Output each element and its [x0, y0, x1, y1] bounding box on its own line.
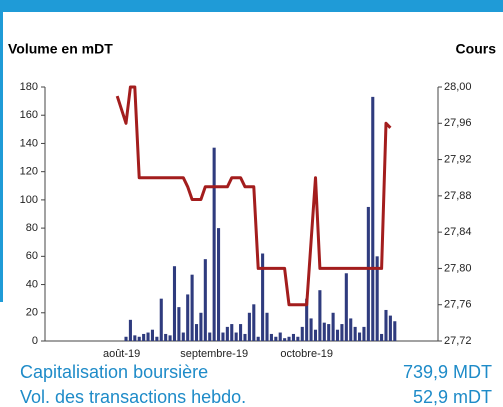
- summary-label: Capitalisation boursière: [20, 362, 208, 382]
- price-line: [115, 85, 392, 307]
- bar: [261, 253, 265, 341]
- y-tick-label: 20: [26, 307, 38, 319]
- y-tick-label: 120: [20, 166, 38, 178]
- bar: [384, 309, 388, 341]
- bar: [393, 321, 397, 341]
- bar: [212, 147, 216, 341]
- y-tick-label: 80: [26, 222, 38, 234]
- bar: [221, 332, 225, 341]
- y-tick-label: 0: [32, 335, 38, 347]
- bar: [353, 326, 357, 341]
- bar: [159, 298, 163, 341]
- bar: [252, 304, 256, 341]
- bar: [124, 336, 128, 341]
- summary-value: 52,9 mDT: [413, 387, 492, 407]
- summary-label: Vol. des transactions hebdo.: [20, 387, 246, 407]
- bar: [349, 318, 353, 341]
- y-tick-label: 140: [20, 137, 38, 149]
- y2-tick-label: 27,76: [444, 299, 472, 311]
- bar: [327, 324, 331, 341]
- bar: [305, 298, 309, 341]
- bar: [265, 312, 269, 341]
- bar: [137, 336, 141, 341]
- bar: [300, 326, 304, 341]
- bar: [269, 333, 273, 341]
- bar: [203, 259, 207, 341]
- bar: [217, 228, 221, 341]
- bar: [177, 307, 181, 341]
- y-tick-label: 100: [20, 194, 38, 206]
- bar: [313, 329, 318, 341]
- y2-tick-label: 28,00: [444, 81, 472, 93]
- bar: [194, 324, 199, 341]
- y2-tick-label: 27,84: [444, 226, 472, 238]
- bar: [287, 336, 291, 341]
- y2-tick-label: 27,92: [444, 153, 472, 165]
- y2-axis-title: Cours: [456, 41, 497, 57]
- bar: [291, 333, 295, 341]
- bar: [150, 329, 154, 341]
- bar: [340, 324, 344, 341]
- bar: [234, 332, 238, 341]
- bar: [168, 335, 172, 341]
- bar: [155, 336, 159, 341]
- bar: [309, 318, 313, 341]
- bar: [331, 312, 335, 341]
- bar: [366, 206, 370, 341]
- summary-value: 739,9 MDT: [403, 362, 492, 382]
- top-band: [0, 0, 503, 12]
- bar: [375, 256, 379, 341]
- bar: [380, 333, 384, 341]
- bar: [181, 332, 185, 341]
- bar: [335, 329, 340, 341]
- y-tick-label: 180: [20, 81, 38, 93]
- bar: [256, 336, 260, 341]
- bar: [388, 315, 392, 341]
- bar: [133, 335, 137, 341]
- bar: [283, 338, 287, 341]
- bar: [164, 333, 168, 341]
- bar: [142, 333, 146, 341]
- bar: [362, 326, 366, 341]
- bar: [225, 326, 229, 341]
- x-tick-label: octobre-19: [280, 348, 333, 360]
- bar: [318, 290, 322, 341]
- y-axis-title: Volume en mDT: [8, 41, 113, 57]
- y2-tick-label: 27,96: [444, 117, 472, 129]
- bar: [371, 96, 375, 341]
- y-tick-label: 40: [26, 278, 38, 290]
- bar: [208, 332, 212, 341]
- bar: [128, 319, 132, 341]
- bar: [190, 274, 194, 341]
- bar: [344, 273, 348, 341]
- bar: [199, 312, 203, 341]
- bar: [230, 324, 234, 341]
- y-tick-label: 160: [20, 109, 38, 121]
- y2-tick-label: 27,80: [444, 262, 472, 274]
- bar: [239, 324, 243, 341]
- bar: [274, 336, 278, 341]
- y2-tick-label: 27,88: [444, 190, 472, 202]
- left-border: [0, 12, 3, 302]
- bar: [296, 336, 300, 341]
- x-tick-label: septembre-19: [180, 348, 248, 360]
- y2-tick-label: 27,72: [444, 335, 472, 347]
- bar: [322, 322, 326, 341]
- y-tick-label: 60: [26, 250, 38, 262]
- x-tick-label: août-19: [103, 348, 140, 360]
- bar: [278, 332, 282, 341]
- bar: [146, 332, 150, 341]
- bar: [186, 294, 190, 341]
- bar: [243, 333, 247, 341]
- bar: [358, 332, 362, 341]
- bar: [172, 266, 177, 341]
- bar: [247, 312, 251, 341]
